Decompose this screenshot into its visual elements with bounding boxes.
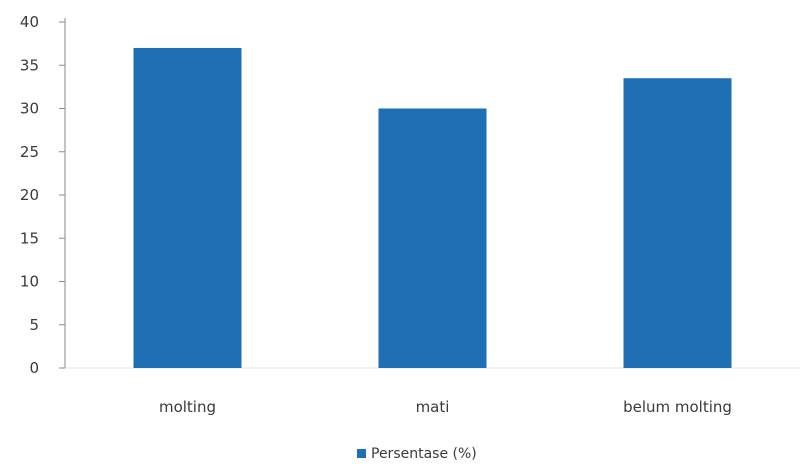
y-tick-label: 5	[29, 316, 39, 334]
y-axis: 0 5 10 15 20 25 30 35 40	[20, 13, 66, 377]
bar-belum-molting	[623, 78, 732, 368]
legend: Persentase (%)	[357, 446, 477, 462]
y-tick-label: 30	[20, 100, 39, 118]
y-tick-label: 10	[20, 273, 39, 291]
x-axis: molting mati belum molting	[65, 367, 800, 416]
bar-series	[133, 47, 732, 368]
x-tick-label: mati	[416, 398, 450, 416]
x-tick-label: belum molting	[623, 398, 732, 416]
x-tick-label: molting	[159, 398, 216, 416]
y-tick-label: 20	[20, 186, 39, 204]
y-tick-label: 35	[20, 56, 39, 74]
legend-swatch	[357, 449, 366, 458]
y-tick-label: 40	[20, 13, 39, 31]
bar-mati	[378, 108, 487, 368]
y-tick-label: 25	[20, 143, 39, 161]
y-tick-label: 15	[20, 229, 39, 247]
y-tick-label: 0	[29, 359, 39, 377]
bar-molting	[133, 47, 242, 368]
legend-label: Persentase (%)	[371, 446, 477, 462]
